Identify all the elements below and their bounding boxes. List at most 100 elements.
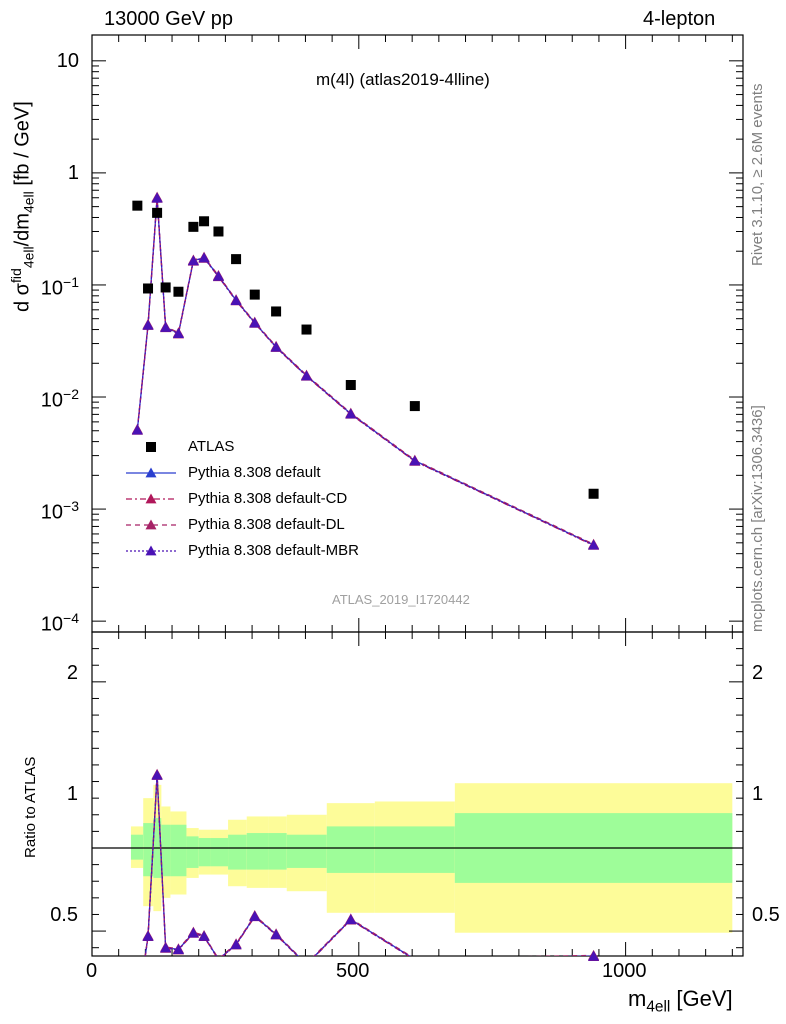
mc-marker-main xyxy=(198,252,210,263)
ratio-panel-frame xyxy=(91,631,744,957)
legend-symbol-atlas xyxy=(146,442,156,452)
ratio-y-tick-label-left: 1 xyxy=(66,783,78,805)
ylabel-part-b: fid xyxy=(8,268,24,283)
legend-label-atlas: ATLAS xyxy=(188,438,235,455)
mc-marker-main xyxy=(187,255,199,266)
atlas-data-point xyxy=(152,207,163,218)
ratio-y-tick-label-left: 0.5 xyxy=(50,904,78,926)
ylabel-part-e: 4ell xyxy=(20,191,37,214)
ratio-y-tick-label-right: 1 xyxy=(752,783,764,805)
ratio-band-inner xyxy=(210,838,229,867)
ylabel-part-f: [fb / GeV] xyxy=(11,101,34,192)
main-y-tick-label: 10−3 xyxy=(40,498,79,524)
x-tick-label: 1000 xyxy=(602,960,647,982)
y-axis-label-ratio: Ratio to ATLAS xyxy=(22,756,39,858)
atlas-data-point xyxy=(132,200,143,211)
mc-marker-ratio xyxy=(172,944,184,955)
main-y-tick-label: 10−1 xyxy=(40,274,79,300)
atlas-data-point xyxy=(160,282,171,293)
atlas-data-points xyxy=(132,200,599,499)
atlas-data-point xyxy=(213,226,224,237)
main-y-tick-label: 10−2 xyxy=(40,386,79,412)
ratio-y-tick-label-right: 2 xyxy=(752,662,764,684)
legend-marker-2 xyxy=(145,519,157,530)
atlas-data-point xyxy=(188,221,199,232)
xlabel-part-b: 4ell xyxy=(646,998,671,1016)
x-tick-label: 500 xyxy=(336,960,370,982)
ratio-y-tick-label-right: 0.5 xyxy=(752,904,780,926)
ratio-band-inner xyxy=(198,838,211,867)
mc-marker-ratio xyxy=(187,927,199,938)
legend-symbols xyxy=(126,442,176,556)
atlas-data-point xyxy=(173,286,184,297)
legend-label-default-cd: Pythia 8.308 default-CD xyxy=(188,490,348,507)
atlas-data-point xyxy=(588,488,599,499)
header-right: 4-lepton xyxy=(643,8,716,30)
mc-marker-main xyxy=(142,319,154,330)
mc-marker-main xyxy=(409,455,421,466)
axis-ticks xyxy=(91,35,743,956)
ratio-band-inner xyxy=(186,836,199,868)
mc-marker-ratio xyxy=(151,769,163,780)
mc-marker-main xyxy=(160,321,172,332)
ratio-band-inner xyxy=(228,834,247,870)
mc-marker-ratio xyxy=(198,930,210,941)
mc-marker-main xyxy=(131,424,143,435)
ratio-band-inner xyxy=(143,823,154,877)
legend-label-default-mbr: Pythia 8.308 default-MBR xyxy=(188,542,359,559)
plot-title: m(4l) (atlas2019-4lline) xyxy=(316,70,490,89)
atlas-data-point xyxy=(301,324,312,335)
x-tick-label: 0 xyxy=(86,960,98,982)
mc-marker-main xyxy=(151,192,163,203)
ratio-band-inner xyxy=(286,834,327,868)
ylabel-part-c: 4ell xyxy=(20,246,37,269)
mc-marker-ratio xyxy=(270,929,282,940)
plot-frames xyxy=(91,34,744,957)
ratio-band-inner xyxy=(326,826,375,873)
atlas-data-point xyxy=(409,401,420,412)
mc-marker-main xyxy=(172,328,184,339)
mc-series xyxy=(131,191,600,961)
atlas-data-point xyxy=(271,306,282,317)
ratio-y-tick-label-left: 2 xyxy=(66,662,78,684)
header-left: 13000 GeV pp xyxy=(104,8,233,30)
legend-marker-1 xyxy=(145,493,157,504)
mc-marker-ratio xyxy=(160,942,172,953)
ratio-band-inner xyxy=(170,824,187,877)
mc-marker-main xyxy=(249,317,261,328)
mc-marker-main xyxy=(270,341,282,352)
xlabel-part-c: [GeV] xyxy=(670,986,733,1011)
rivet-label: Rivet 3.1.10, ≥ 2.6M events xyxy=(749,83,766,267)
main-y-tick-label: 10−4 xyxy=(40,610,79,636)
mc-marker-main xyxy=(345,408,357,419)
legend-marker-3 xyxy=(145,545,157,556)
atlas-data-point xyxy=(143,283,154,294)
ratio-band-inner xyxy=(161,824,171,877)
atlas-data-point xyxy=(249,289,260,300)
ratio-band-inner xyxy=(246,833,269,870)
ratio-band-inner xyxy=(268,833,287,870)
mc-marker-main xyxy=(301,370,313,381)
y-axis-label-main: d σfid4ell/dm4ell [fb / GeV] xyxy=(8,101,37,312)
main-y-tick-label: 1 xyxy=(67,162,79,184)
atlas-data-point xyxy=(345,379,356,390)
mc-marker-main xyxy=(588,539,600,550)
x-axis-label: m4ell [GeV] xyxy=(628,986,733,1016)
ratio-band-inner xyxy=(130,834,144,860)
legend-marker-0 xyxy=(145,467,157,478)
atlas-data-point xyxy=(199,216,210,227)
mc-marker-ratio xyxy=(230,939,242,950)
ratio-band-inner xyxy=(374,826,455,873)
atlas-data-point xyxy=(231,254,242,265)
mcplots-label: mcplots.cern.ch [arXiv:1306.3436] xyxy=(749,405,766,632)
mc-marker-ratio xyxy=(142,930,154,941)
legend-label-default: Pythia 8.308 default xyxy=(188,464,321,481)
mc-marker-ratio xyxy=(345,914,357,925)
xlabel-part-a: m xyxy=(628,986,647,1011)
mc-marker-main xyxy=(212,270,224,281)
ylabel-part-d: /dm xyxy=(11,213,34,247)
main-y-tick-label: 10 xyxy=(56,50,79,72)
ratio-uncertainty-bands xyxy=(92,783,743,933)
mc-line-ratio-3 xyxy=(144,775,594,956)
